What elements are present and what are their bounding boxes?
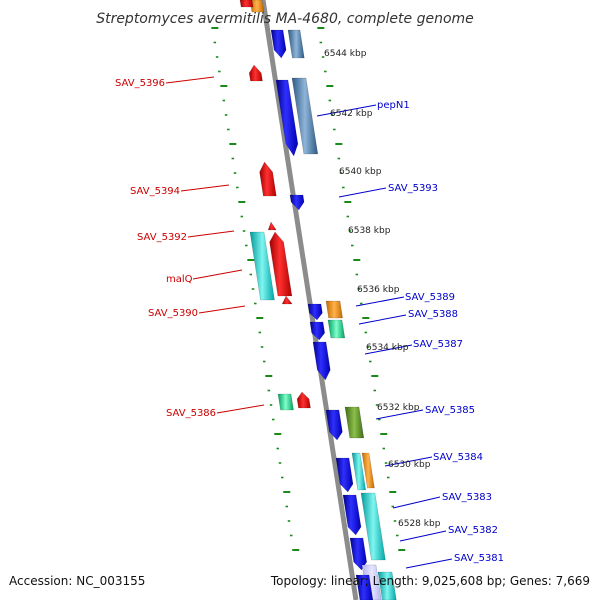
gene-red-sav5394[interactable]	[259, 161, 277, 197]
gene-orange-sav5389[interactable]	[325, 300, 343, 319]
gene-olive-sav5385[interactable]	[344, 406, 365, 439]
gene-label-sav-5384[interactable]: SAV_5384	[433, 452, 483, 463]
scale-label-6540: 6540 kbp	[339, 167, 382, 177]
leader-sav-5383	[392, 496, 441, 509]
scale-label-6528: 6528 kbp	[398, 519, 441, 529]
left-scale-track	[211, 27, 300, 551]
leader-sav-5393	[338, 187, 387, 198]
leader-sav-5388	[358, 314, 407, 325]
scale-label-6542: 6542 kbp	[330, 109, 373, 119]
leader-sav-5385	[375, 409, 424, 420]
gene-label-sav-5389[interactable]: SAV_5389	[405, 292, 455, 303]
leader-sav-5392	[187, 230, 235, 238]
gene-steel-pepn1[interactable]	[291, 77, 319, 155]
gene-label-sav-5388[interactable]: SAV_5388	[408, 309, 458, 320]
gene-blue-sav5393[interactable]	[289, 194, 305, 211]
leader-pepn1	[316, 104, 377, 117]
genome-backbone	[260, 0, 359, 600]
footer-accession: Accession: NC_003155	[9, 574, 146, 588]
gene-red-sav5386[interactable]	[296, 391, 311, 409]
leader-sav-5389	[355, 296, 405, 307]
gene-label-sav-5382[interactable]: SAV_5382	[448, 525, 498, 536]
gene-cyan-malq[interactable]	[249, 231, 275, 301]
label-leader-lines	[165, 76, 453, 569]
scale-label-6532: 6532 kbp	[377, 403, 420, 413]
map-title: Streptomyces avermitilis MA-4680, comple…	[96, 11, 474, 27]
scale-label-6534: 6534 kbp	[366, 343, 409, 353]
footer-genome-stats: Topology: linear; Length: 9,025,608 bp; …	[270, 574, 590, 588]
gene-blue-bottom[interactable]	[355, 574, 374, 600]
gene-label-sav-5396[interactable]: SAV_5396	[115, 78, 165, 89]
gene-blue-sav5383[interactable]	[342, 494, 362, 536]
scale-label-6530: 6530 kbp	[388, 460, 431, 470]
gene-label-sav-5381[interactable]: SAV_5381	[454, 553, 504, 564]
gene-blue-sav5388[interactable]	[309, 321, 325, 341]
gene-blue-1[interactable]	[270, 29, 287, 59]
scale-label-6538: 6538 kbp	[348, 226, 391, 236]
gene-label-sav-5385[interactable]: SAV_5385	[425, 405, 475, 416]
gene-blue-sav5389[interactable]	[307, 303, 323, 321]
gene-label-sav-5392[interactable]: SAV_5392	[137, 232, 187, 243]
gene-label-sav-5387[interactable]: SAV_5387	[413, 339, 463, 350]
gene-blue-pepn1[interactable]	[275, 79, 299, 157]
gene-cyan-sav5384[interactable]	[351, 452, 366, 491]
gene-red-sav5390[interactable]	[281, 295, 293, 305]
leader-sav-5382	[399, 530, 447, 542]
gene-cyan-bottom[interactable]	[377, 571, 397, 600]
leader-sav-5384	[384, 456, 433, 467]
scale-label-6536: 6536 kbp	[357, 285, 400, 295]
leader-sav-5390	[198, 305, 246, 314]
gene-label-sav-5390[interactable]: SAV_5390	[148, 308, 198, 319]
gene-top-red[interactable]	[239, 0, 254, 8]
scale-label-6544: 6544 kbp	[324, 49, 367, 59]
gene-steel-1[interactable]	[287, 29, 305, 59]
gene-label-pepn1[interactable]: pepN1	[377, 100, 410, 111]
gene-red-sav5392[interactable]	[267, 221, 277, 231]
tick-marks	[211, 27, 406, 551]
gene-red-sav5396[interactable]	[248, 64, 263, 82]
right-scale-track	[317, 27, 406, 551]
gene-top-left[interactable]	[249, 0, 265, 13]
gene-features	[239, 0, 397, 600]
gene-blue-sav5384[interactable]	[335, 457, 354, 493]
gene-red-malq[interactable]	[269, 231, 293, 297]
gene-blue-sav5385[interactable]	[325, 409, 343, 441]
gene-label-sav-5386[interactable]: SAV_5386	[166, 408, 216, 419]
gene-teal-sav5388[interactable]	[327, 319, 346, 339]
gene-cyan-sav5382[interactable]	[360, 492, 386, 561]
gene-orange-sav5384[interactable]	[361, 452, 375, 489]
leader-sav-5381	[405, 558, 453, 569]
leader-sav-5387	[364, 344, 413, 355]
leader-sav-5386	[216, 404, 265, 414]
gene-teal-sav5386[interactable]	[277, 393, 294, 411]
gene-label-sav-5383[interactable]: SAV_5383	[442, 492, 492, 503]
gene-blue-sav5387[interactable]	[312, 341, 331, 381]
gene-label-malq[interactable]: malQ	[166, 274, 193, 285]
leader-malq	[192, 269, 243, 280]
gene-label-sav-5394[interactable]: SAV_5394	[130, 186, 180, 197]
leader-sav-5396	[165, 76, 215, 84]
leader-sav-5394	[180, 184, 230, 192]
gene-label-sav-5393[interactable]: SAV_5393	[388, 183, 438, 194]
